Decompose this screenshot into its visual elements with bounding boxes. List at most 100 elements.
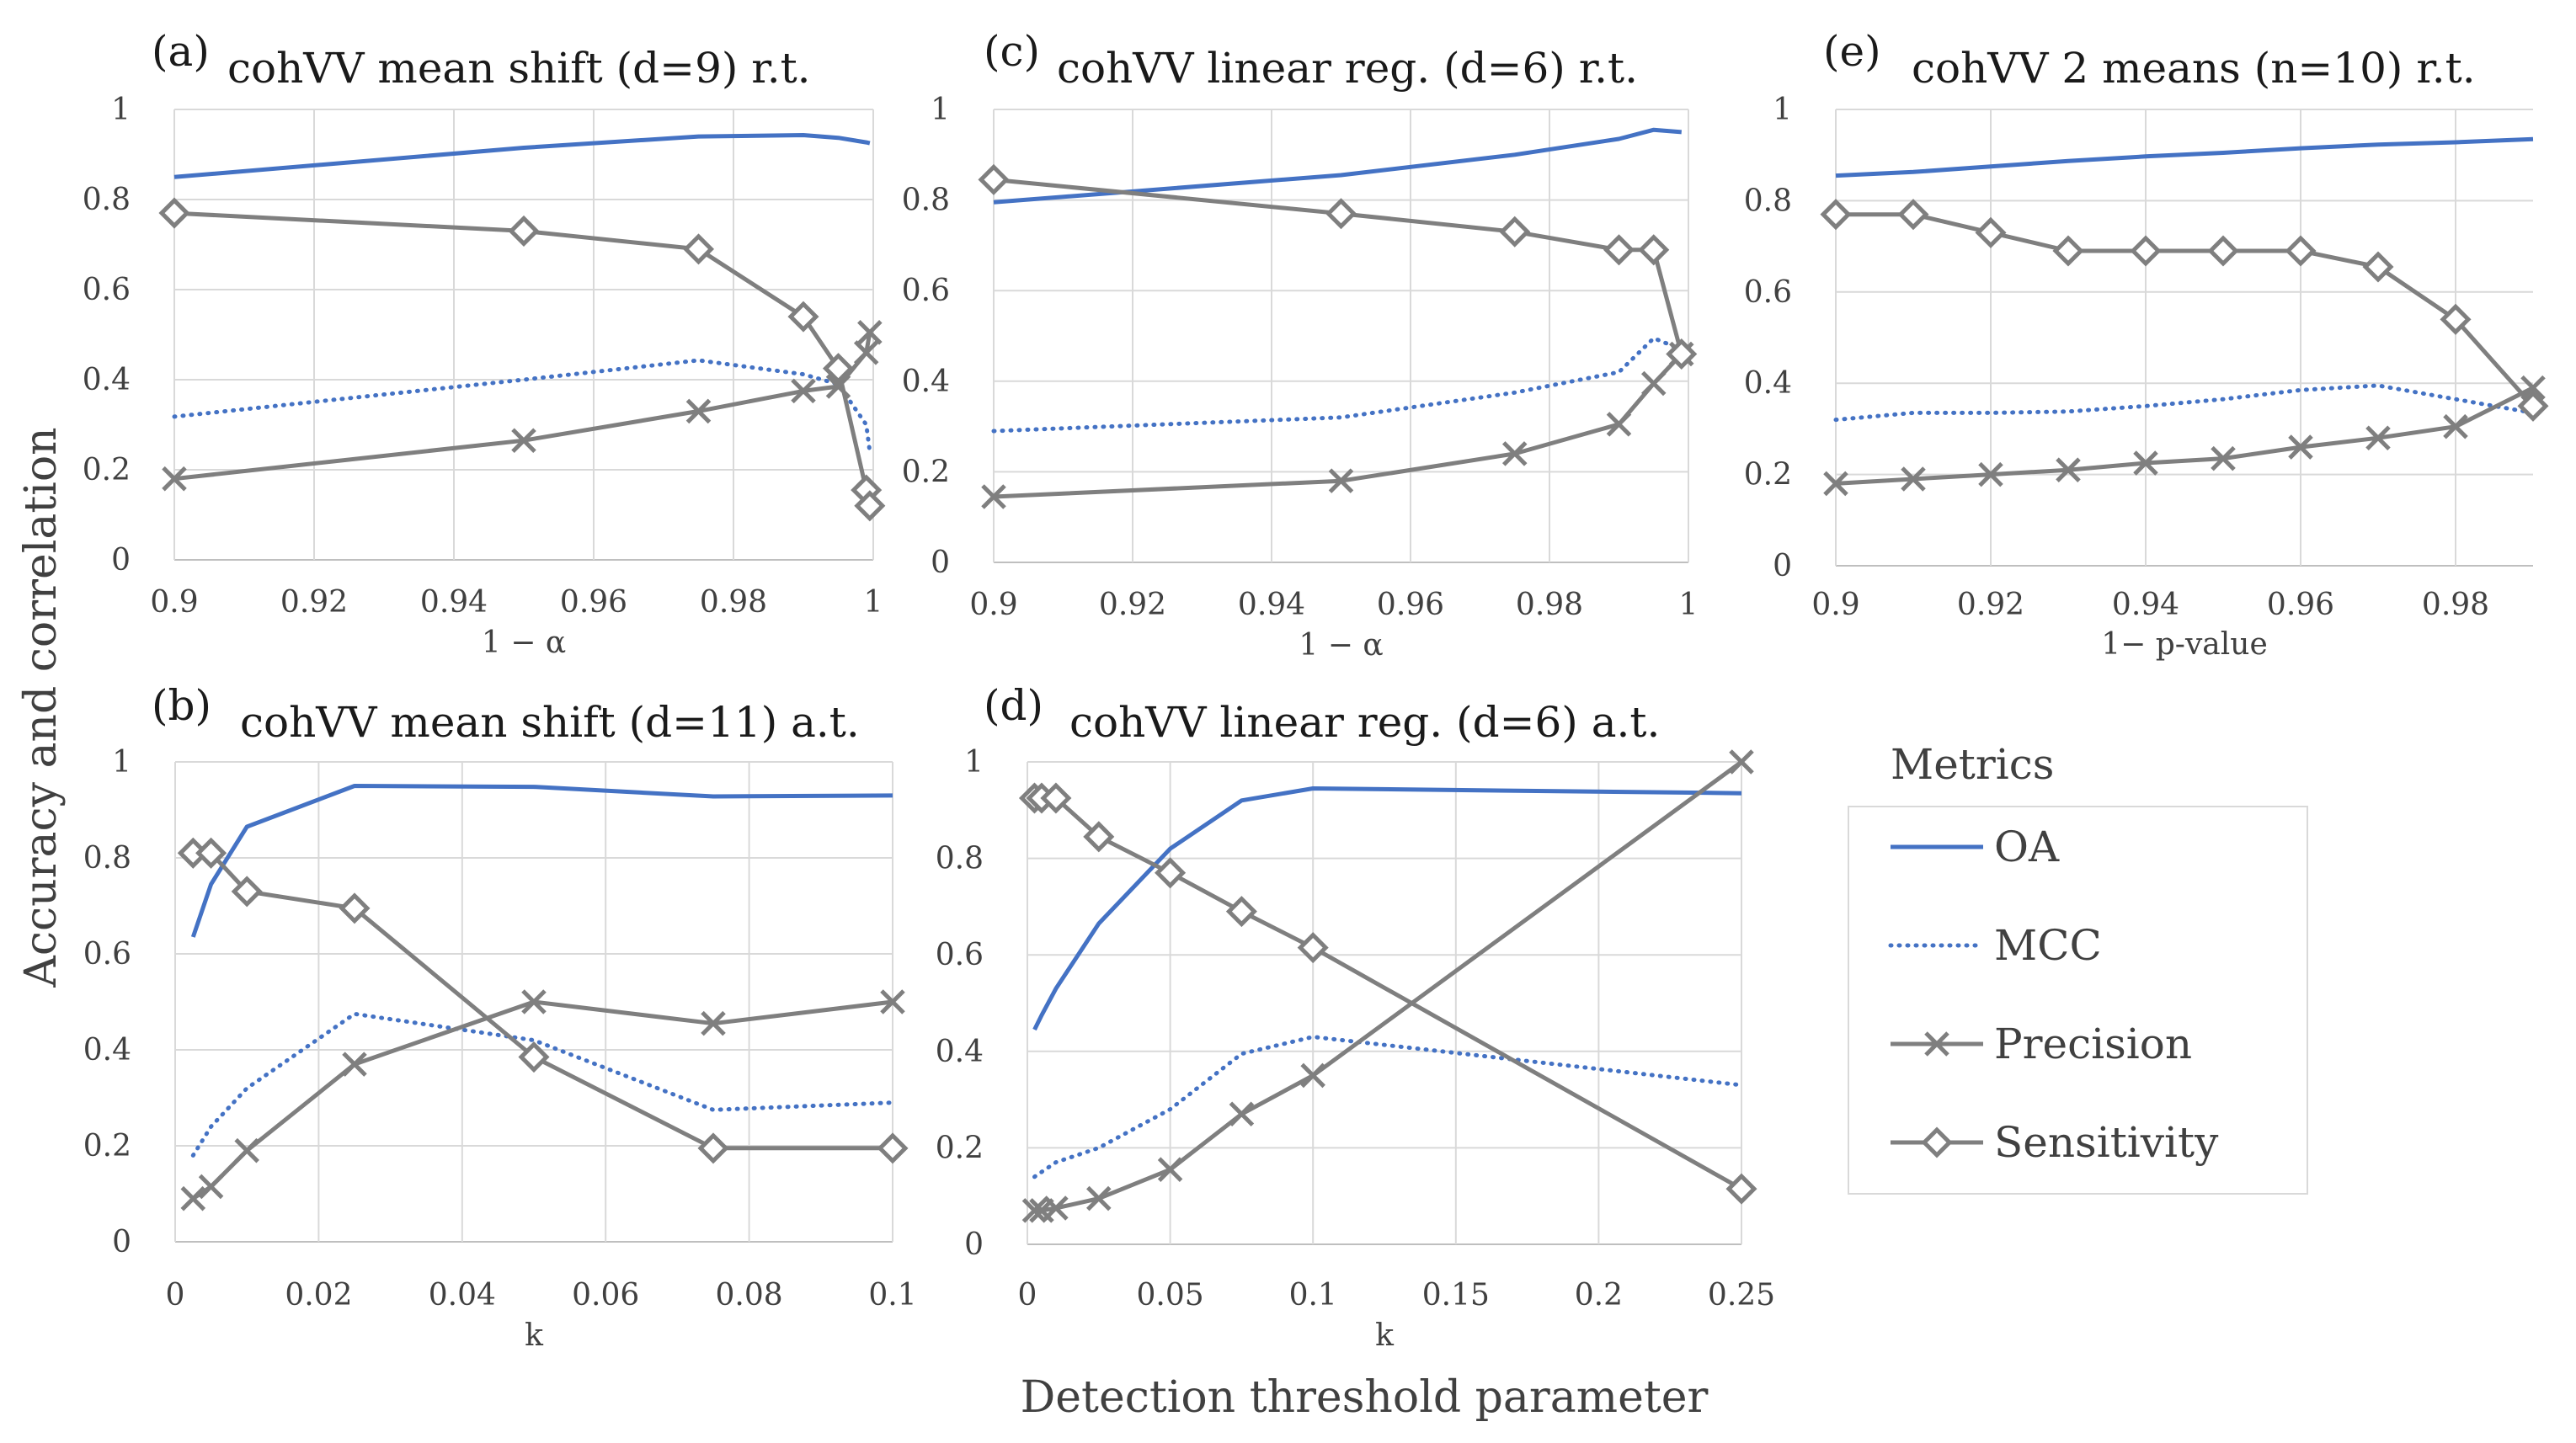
data-point-sensitivity xyxy=(1666,338,1698,370)
data-point-sensitivity xyxy=(1225,896,1257,928)
y-tick-label: 0.6 xyxy=(83,937,131,972)
x-tick-label: 1 xyxy=(864,585,883,620)
data-point-precision xyxy=(1157,1157,1183,1182)
data-point-sensitivity xyxy=(2362,251,2394,283)
series-sensitivity xyxy=(978,163,1698,370)
series-line-mcc xyxy=(172,358,872,455)
y-tick-label: 0.2 xyxy=(83,453,131,487)
data-point-precision xyxy=(1229,1101,1255,1127)
data-point-sensitivity xyxy=(1725,1173,1757,1205)
series-sensitivity xyxy=(1820,199,2549,422)
data-point-sensitivity xyxy=(1040,782,1072,814)
x-tick-label: 0.92 xyxy=(280,585,348,620)
series-oa xyxy=(1835,136,2534,178)
x-tick-label: 0.96 xyxy=(1377,588,1444,622)
x-axis-label: 1 − α xyxy=(1299,628,1383,663)
data-point-precision xyxy=(1328,468,1354,493)
data-point-sensitivity xyxy=(1155,857,1187,889)
data-point-sensitivity xyxy=(1325,198,1357,230)
data-point-precision xyxy=(880,989,905,1014)
x-tick-label: 0.15 xyxy=(1422,1278,1490,1313)
series-oa xyxy=(173,133,871,179)
y-tick-label: 0 xyxy=(111,543,131,578)
series-oa xyxy=(190,784,893,938)
x-tick-label: 0.04 xyxy=(429,1278,496,1313)
data-point-precision xyxy=(791,378,816,404)
legend-label: MCC xyxy=(1994,921,2102,970)
x-tick-label: 0 xyxy=(1018,1278,1037,1313)
series-mcc xyxy=(1833,383,2536,423)
x-tick-label: 0.06 xyxy=(572,1278,639,1313)
data-point-sensitivity xyxy=(518,1041,550,1073)
data-point-precision xyxy=(1901,466,1926,492)
x-axis-title: Detection threshold parameter xyxy=(1021,1372,1709,1423)
legend-box xyxy=(1848,806,2308,1195)
x-tick-label: 0.9 xyxy=(1811,588,1859,622)
x-tick-label: 0.96 xyxy=(2267,588,2334,622)
panel-title: cohVV mean shift (d=9) r.t. xyxy=(227,44,811,93)
data-point-sensitivity xyxy=(339,892,371,924)
y-tick-label: 0.6 xyxy=(902,274,950,308)
legend-marker-icon xyxy=(1921,1126,1953,1158)
chart-panel-a: 0 0.2 0.4 0.6 0.8 1 0.9 0.92 0.94 0.96 0.98 1 (a) coh… xyxy=(83,27,886,660)
data-point-sensitivity xyxy=(195,837,227,869)
data-point-precision xyxy=(2133,450,2158,476)
panel-label: (e) xyxy=(1823,27,1881,76)
x-tick-label: 1 xyxy=(1679,588,1699,622)
x-tick-label: 0.92 xyxy=(1957,588,2024,622)
series-precision xyxy=(180,989,905,1211)
panel-label: (d) xyxy=(984,681,1043,730)
y-tick-label: 0.8 xyxy=(83,183,131,217)
series-line-mcc xyxy=(1032,1035,1744,1179)
data-point-sensitivity xyxy=(2207,235,2239,267)
x-tick-label: 0.94 xyxy=(2112,588,2179,622)
y-tick-label: 0.4 xyxy=(1744,366,1792,401)
data-point-precision xyxy=(180,1185,206,1211)
data-point-precision xyxy=(1043,1195,1069,1221)
y-tick-label: 0.4 xyxy=(83,1033,131,1068)
legend-item-oa: OA xyxy=(1891,823,2060,871)
series-sensitivity xyxy=(177,837,909,1164)
chart-panels: 0 0.2 0.4 0.6 0.8 1 0.9 0.92 0.94 0.96 0.98 1 (a) coh… xyxy=(83,27,2549,1353)
x-tick-label: 0.1 xyxy=(1289,1278,1337,1313)
x-axis-label: 1− p-value xyxy=(2101,627,2268,662)
data-point-precision xyxy=(1978,461,2003,487)
series-sensitivity xyxy=(158,197,886,522)
data-point-sensitivity xyxy=(508,215,540,247)
data-point-precision xyxy=(701,1010,726,1036)
y-tick-label: 0.6 xyxy=(83,273,131,307)
data-point-precision xyxy=(685,398,712,424)
chart-panel-c: 0 0.2 0.4 0.6 0.8 1 0.9 0.92 0.94 0.96 0.98 1 (c) coh… xyxy=(902,27,1699,663)
series-line-oa xyxy=(173,133,871,179)
data-point-sensitivity xyxy=(682,233,715,265)
data-point-sensitivity xyxy=(1297,932,1329,964)
y-tick-label: 0.8 xyxy=(1744,184,1792,218)
data-point-sensitivity xyxy=(978,163,1010,195)
data-point-sensitivity xyxy=(822,353,855,385)
series-line-mcc xyxy=(190,1011,895,1158)
x-tick-label: 0.9 xyxy=(969,588,1017,622)
series-oa xyxy=(1032,786,1742,1031)
x-tick-label: 0.2 xyxy=(1575,1278,1623,1313)
x-tick-label: 0 xyxy=(166,1278,185,1313)
data-point-sensitivity xyxy=(1638,234,1670,266)
data-point-precision xyxy=(1021,1198,1048,1223)
data-point-sensitivity xyxy=(697,1132,729,1164)
data-point-precision xyxy=(2288,434,2313,460)
series-mcc xyxy=(991,336,1684,434)
data-point-precision xyxy=(198,1174,224,1200)
data-point-precision xyxy=(1086,1185,1112,1211)
series-line-oa xyxy=(1032,786,1742,1031)
x-tick-label: 0.08 xyxy=(716,1278,783,1313)
x-tick-label: 0.98 xyxy=(2422,588,2489,622)
series-line-mcc xyxy=(991,336,1684,434)
legend-title: Metrics xyxy=(1891,740,2054,789)
data-point-precision xyxy=(521,989,547,1014)
data-point-precision xyxy=(2056,457,2081,482)
x-axis-label: 1 − α xyxy=(482,626,566,660)
x-tick-label: 0.96 xyxy=(560,585,627,620)
x-tick-label: 0.9 xyxy=(150,585,198,620)
legend-marker-icon xyxy=(1924,1031,1949,1057)
chart-panel-e: 0 0.2 0.4 0.6 0.8 1 0.9 0.92 0.94 0.96 0.98 (e) cohV… xyxy=(1744,27,2549,662)
panel-title: cohVV linear reg. (d=6) r.t. xyxy=(1057,44,1638,93)
